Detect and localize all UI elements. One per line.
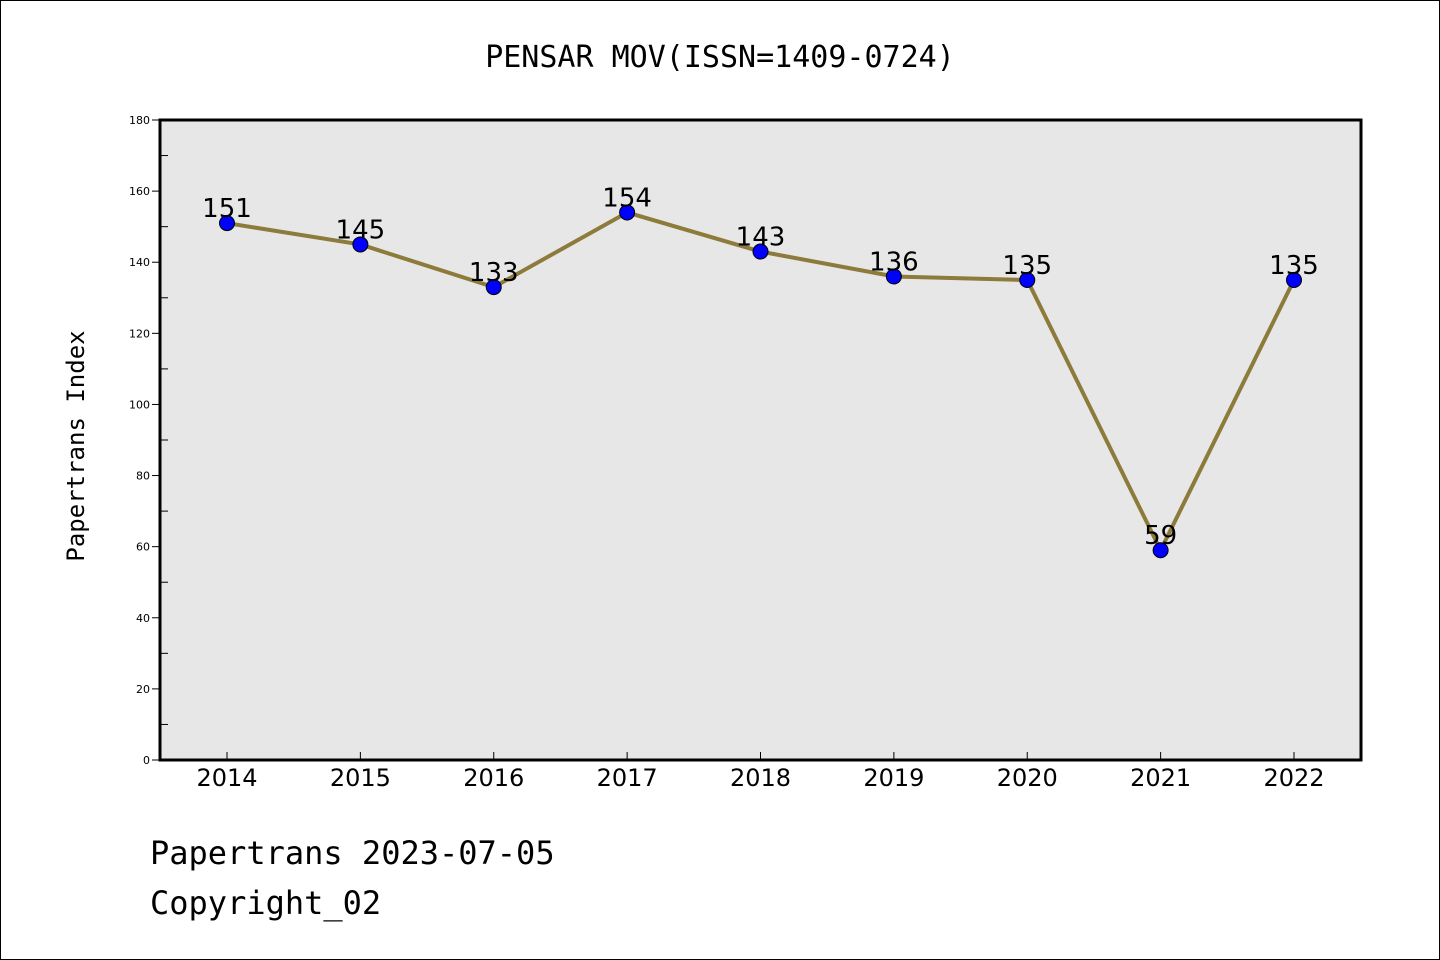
- x-tick-label: 2021: [1130, 764, 1191, 792]
- y-axis-label: Papertrans Index: [62, 330, 90, 561]
- y-tick-label: 140: [129, 256, 150, 269]
- data-point: [752, 243, 769, 260]
- x-tick-label: 2017: [597, 764, 658, 792]
- data-label: 59: [1144, 521, 1177, 551]
- data-label: 135: [1002, 251, 1052, 281]
- data-labels: 151 145 133 154 143 136 135 59 135: [202, 183, 1319, 551]
- data-point: [485, 279, 502, 296]
- x-tick-label: 2020: [997, 764, 1058, 792]
- data-points: [219, 204, 1302, 559]
- plot-area: [158, 118, 1363, 762]
- data-label: 151: [202, 194, 252, 224]
- y-tick-label: 60: [136, 541, 150, 554]
- x-tick-label: 2016: [463, 764, 524, 792]
- x-tick-label: 2022: [1263, 764, 1324, 792]
- y-axis: 0 20 40 60 80 100 120 140 160 180: [129, 114, 168, 767]
- y-tick-label: 80: [136, 470, 150, 483]
- y-tick-label: 20: [136, 683, 150, 696]
- data-label: 143: [736, 223, 786, 253]
- data-label: 136: [869, 247, 919, 277]
- y-tick-label: 40: [136, 612, 150, 625]
- data-point: [619, 204, 636, 221]
- y-tick-label: 100: [129, 398, 150, 411]
- chart-title: PENSAR MOV(ISSN=1409-0724): [485, 40, 955, 75]
- footer-date: Papertrans 2023-07-05: [150, 834, 555, 872]
- y-tick-label: 160: [129, 185, 150, 198]
- data-point: [352, 236, 369, 253]
- data-label: 154: [602, 183, 652, 213]
- data-label: 145: [336, 215, 386, 245]
- data-point: [1152, 542, 1169, 559]
- y-tick-label: 180: [129, 114, 150, 127]
- y-tick-label: 0: [143, 754, 150, 767]
- y-tick-label: 120: [129, 327, 150, 340]
- x-tick-label: 2014: [196, 764, 257, 792]
- x-tick-label: 2015: [330, 764, 391, 792]
- data-point: [885, 268, 902, 285]
- data-label: 135: [1269, 251, 1319, 281]
- footer-copyright: Copyright_02: [150, 884, 381, 922]
- data-point: [219, 215, 235, 232]
- data-point: [1019, 272, 1036, 288]
- x-tick-label: 2018: [730, 764, 791, 792]
- x-tick-label: 2019: [863, 764, 924, 792]
- x-axis: 2014 2015 2016 2017 2018 2019 2020 2021 2022: [196, 752, 1325, 792]
- data-point: [1286, 272, 1302, 288]
- data-label: 133: [469, 258, 519, 288]
